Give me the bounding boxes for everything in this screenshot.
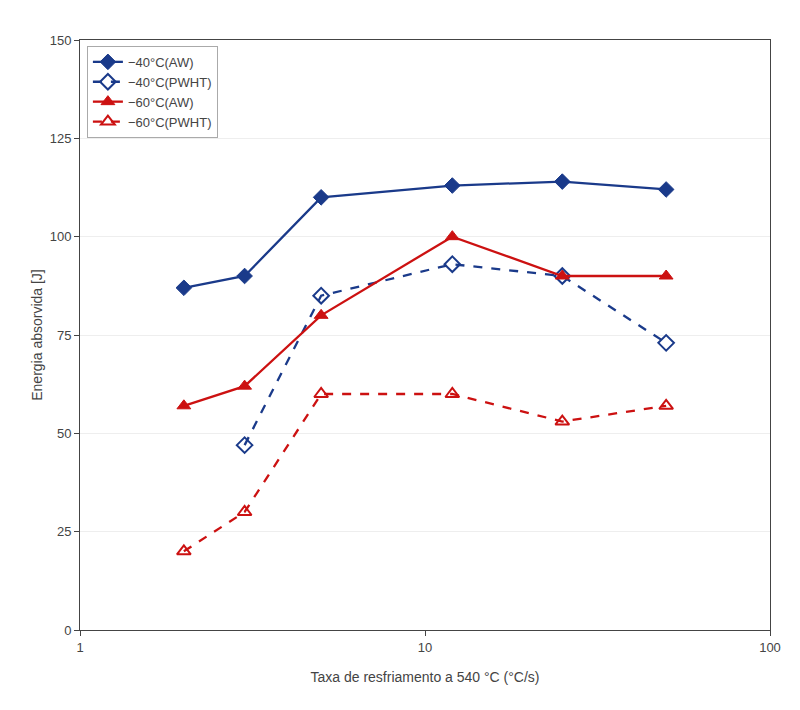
svg-text:100: 100 — [759, 640, 781, 655]
svg-text:1: 1 — [76, 640, 83, 655]
svg-text:−40°C(AW): −40°C(AW) — [128, 55, 194, 70]
svg-text:−60°C(PWHT): −60°C(PWHT) — [128, 115, 212, 130]
svg-text:125: 125 — [50, 131, 72, 146]
svg-text:−60°C(AW): −60°C(AW) — [128, 95, 194, 110]
svg-text:−40°C(PWHT): −40°C(PWHT) — [128, 75, 212, 90]
svg-text:Energia absorvida [J]: Energia absorvida [J] — [29, 269, 45, 401]
svg-text:150: 150 — [50, 33, 72, 48]
svg-text:75: 75 — [57, 328, 71, 343]
svg-text:Taxa de resfriamento a 540 °C: Taxa de resfriamento a 540 °C (°C/s) — [310, 669, 539, 685]
svg-text:0: 0 — [64, 623, 71, 638]
svg-text:25: 25 — [57, 524, 71, 539]
svg-text:100: 100 — [50, 229, 72, 244]
svg-text:50: 50 — [57, 426, 71, 441]
svg-text:10: 10 — [418, 640, 432, 655]
